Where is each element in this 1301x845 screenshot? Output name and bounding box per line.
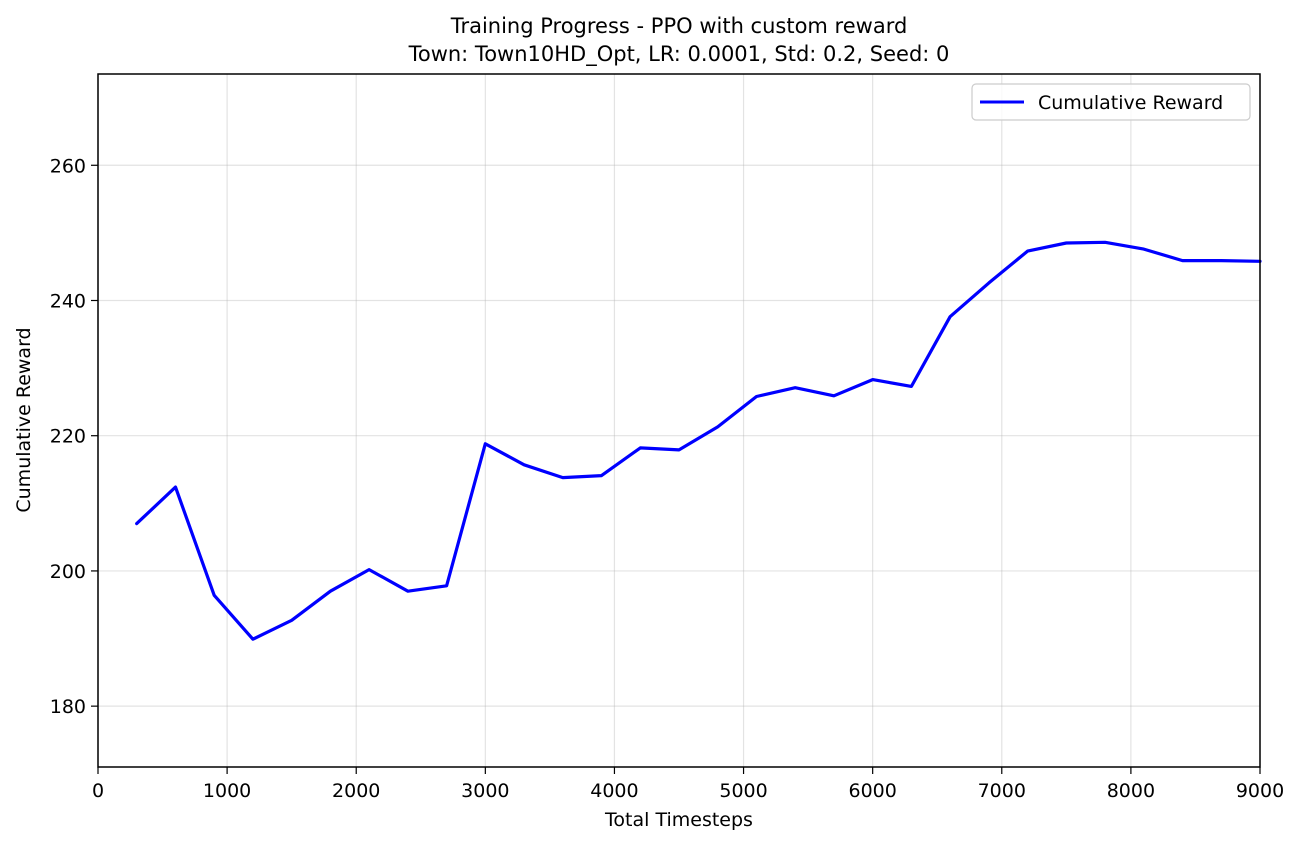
data-point — [1105, 242, 1106, 243]
data-point — [640, 447, 641, 448]
x-tick-label: 7000 — [978, 780, 1026, 802]
data-point — [1221, 260, 1222, 261]
x-tick-label: 2000 — [332, 780, 380, 802]
data-point — [1027, 251, 1028, 252]
data-point — [833, 395, 834, 396]
x-tick-label: 9000 — [1236, 780, 1284, 802]
data-point — [330, 591, 331, 592]
x-tick-label: 8000 — [1107, 780, 1155, 802]
y-tick-label: 200 — [50, 561, 86, 583]
data-point — [601, 475, 602, 476]
x-tick-label: 3000 — [461, 780, 509, 802]
x-tick-label: 1000 — [203, 780, 251, 802]
series-line-cumulative-reward — [135, 240, 1262, 641]
grid-lines — [97, 74, 1261, 767]
data-point — [485, 443, 486, 444]
data-point — [175, 487, 176, 488]
data-point — [369, 569, 370, 570]
plot-frame — [97, 73, 1261, 768]
data-point — [252, 639, 253, 640]
legend-box — [971, 83, 1251, 121]
data-point — [950, 316, 951, 317]
data-point — [795, 387, 796, 388]
x-tick-label: 4000 — [590, 780, 638, 802]
y-axis-ticks: 180 200 220 240 260 — [50, 155, 98, 718]
x-tick-label: 5000 — [719, 780, 767, 802]
series-layer — [135, 240, 1262, 641]
data-point — [1182, 260, 1183, 261]
data-point — [214, 595, 215, 596]
x-axis-label: Total Timesteps — [604, 809, 753, 831]
chart-subtitle: Town: Town10HD_Opt, LR: 0.0001, Std: 0.2… — [408, 42, 950, 67]
data-point — [524, 464, 525, 465]
x-axis-ticks: 0 1000 2000 3000 4000 5000 6000 7000 8000 9000 — [92, 767, 1284, 802]
data-point — [872, 379, 873, 380]
chart-title: Training Progress - PPO with custom rewa… — [450, 14, 908, 38]
data-point — [911, 386, 912, 387]
data-point — [988, 282, 989, 283]
y-tick-label: 260 — [50, 155, 86, 177]
y-tick-label: 180 — [50, 696, 86, 718]
data-point — [291, 620, 292, 621]
data-point — [1143, 249, 1144, 250]
data-point — [446, 585, 447, 586]
y-tick-label: 220 — [50, 426, 86, 448]
y-axis-label: Cumulative Reward — [13, 327, 35, 512]
data-point — [717, 426, 718, 427]
y-tick-label: 240 — [50, 290, 86, 312]
legend-label-cumulative-reward: Cumulative Reward — [1038, 92, 1223, 114]
data-point — [756, 396, 757, 397]
data-point — [407, 591, 408, 592]
data-point — [136, 523, 137, 524]
x-tick-label: 0 — [92, 780, 104, 802]
data-point — [1066, 243, 1067, 244]
legend: Cumulative Reward — [971, 83, 1251, 121]
data-point — [562, 477, 563, 478]
x-tick-label: 6000 — [848, 780, 896, 802]
data-point — [679, 449, 680, 450]
